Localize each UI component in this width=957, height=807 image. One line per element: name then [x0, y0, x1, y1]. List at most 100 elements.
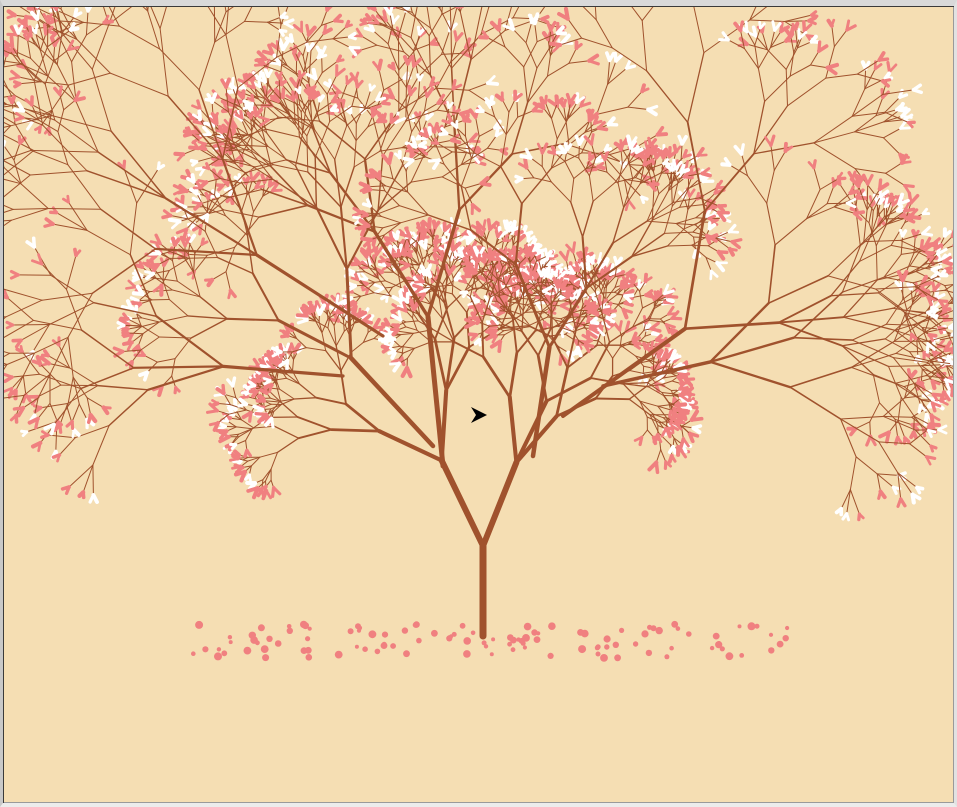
blossom — [246, 84, 256, 90]
blossom — [357, 307, 362, 318]
twig — [411, 110, 425, 133]
twig — [651, 206, 681, 221]
twig — [205, 178, 221, 183]
twig — [920, 399, 932, 416]
twig — [647, 305, 656, 320]
twig — [392, 178, 409, 193]
blossom — [274, 71, 281, 80]
blossom — [295, 313, 309, 318]
twig — [588, 275, 597, 290]
twig — [377, 155, 384, 212]
twig — [253, 87, 273, 106]
twig — [391, 279, 406, 288]
twig — [547, 55, 551, 77]
twig — [460, 185, 472, 231]
blossom — [511, 247, 518, 261]
twig — [412, 156, 427, 161]
twig — [746, 30, 756, 46]
twig — [427, 214, 472, 231]
blossom — [228, 185, 235, 197]
twig — [567, 105, 582, 119]
blossom — [486, 218, 492, 232]
branch — [601, 360, 713, 388]
blossom — [244, 102, 253, 113]
twig — [367, 281, 376, 289]
blossom — [817, 40, 822, 53]
twig — [294, 124, 316, 158]
twig — [541, 300, 554, 312]
twig — [254, 126, 269, 147]
twig — [471, 147, 488, 160]
blossom — [396, 306, 408, 313]
blossom — [733, 21, 743, 33]
blossom — [427, 259, 439, 265]
twig — [300, 111, 304, 134]
twig — [864, 68, 867, 90]
twig — [460, 161, 477, 166]
blossom — [399, 295, 409, 304]
twig — [360, 292, 375, 297]
twig — [464, 278, 481, 292]
twig — [620, 344, 637, 357]
blossom — [498, 255, 509, 262]
twig — [571, 321, 584, 326]
blossom — [809, 10, 818, 17]
twig — [639, 360, 652, 364]
drawing-canvas[interactable] — [3, 6, 954, 803]
twig — [672, 168, 677, 182]
blossom — [289, 46, 297, 54]
twig — [529, 325, 553, 338]
twig — [199, 296, 228, 320]
blossom — [899, 119, 908, 130]
twig — [170, 215, 189, 220]
twig — [436, 6, 441, 10]
twig — [595, 277, 606, 290]
twig — [226, 426, 237, 432]
twig — [539, 295, 543, 312]
blossom — [603, 143, 610, 152]
blossom — [142, 370, 150, 382]
twig — [259, 78, 267, 100]
blossom — [368, 83, 373, 92]
twig — [441, 30, 451, 55]
twig — [851, 111, 886, 117]
twig — [298, 92, 307, 111]
twig — [600, 280, 606, 294]
blossom — [249, 169, 254, 182]
twig — [646, 416, 660, 424]
twig — [198, 209, 225, 217]
twig — [450, 67, 456, 127]
twig — [646, 373, 661, 384]
branch — [703, 152, 755, 213]
twig — [186, 253, 208, 256]
twig — [405, 326, 418, 331]
twig — [259, 86, 273, 106]
twig — [406, 93, 411, 110]
twig — [303, 49, 309, 73]
twig — [650, 163, 665, 169]
twig — [944, 283, 954, 287]
twig — [627, 156, 642, 165]
blossom — [705, 233, 716, 240]
twig — [385, 121, 393, 134]
twig — [594, 6, 597, 21]
twig — [187, 253, 195, 273]
blossom — [907, 191, 913, 205]
blossom — [640, 83, 646, 94]
blossom — [678, 381, 686, 391]
twig — [417, 79, 421, 99]
twig — [628, 164, 645, 177]
twig — [200, 197, 220, 205]
twig — [138, 291, 151, 302]
twig — [482, 110, 496, 118]
twig — [607, 67, 628, 85]
twig — [266, 132, 287, 161]
twig — [214, 177, 217, 196]
blossom — [215, 387, 226, 396]
branch — [481, 321, 485, 358]
blossom — [146, 254, 158, 265]
twig — [239, 178, 274, 184]
twig — [870, 216, 878, 235]
blossom — [270, 417, 275, 429]
blossom — [881, 78, 892, 83]
